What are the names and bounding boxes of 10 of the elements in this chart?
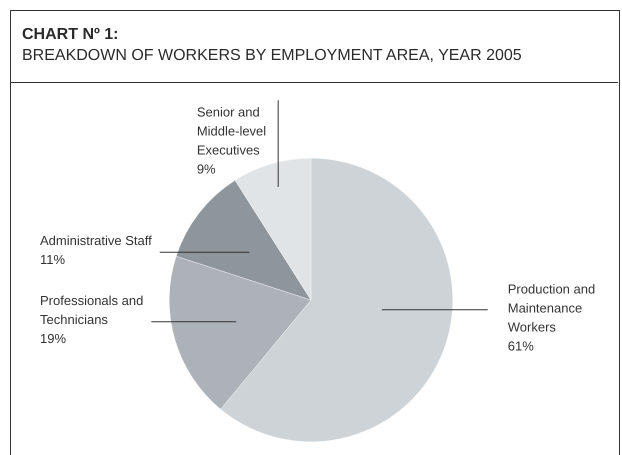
chart-title: CHART Nº 1: xyxy=(22,26,119,44)
slice-label: Senior and Middle-level Executives xyxy=(196,104,266,158)
slice-label: Professionals and Technicians xyxy=(40,292,144,327)
data-label: 9% xyxy=(196,161,216,176)
data-label: 11% xyxy=(40,252,66,267)
chart-subtitle: BREAKDOWN OF WORKERS BY EMPLOYMENT AREA, YEAR 2005 xyxy=(22,47,522,65)
data-label: 19% xyxy=(40,330,66,346)
slice-label: Administrative Staff xyxy=(40,232,152,248)
data-label: 61% xyxy=(508,338,534,354)
slice-label: Production and Maintenance Workers xyxy=(508,281,596,334)
